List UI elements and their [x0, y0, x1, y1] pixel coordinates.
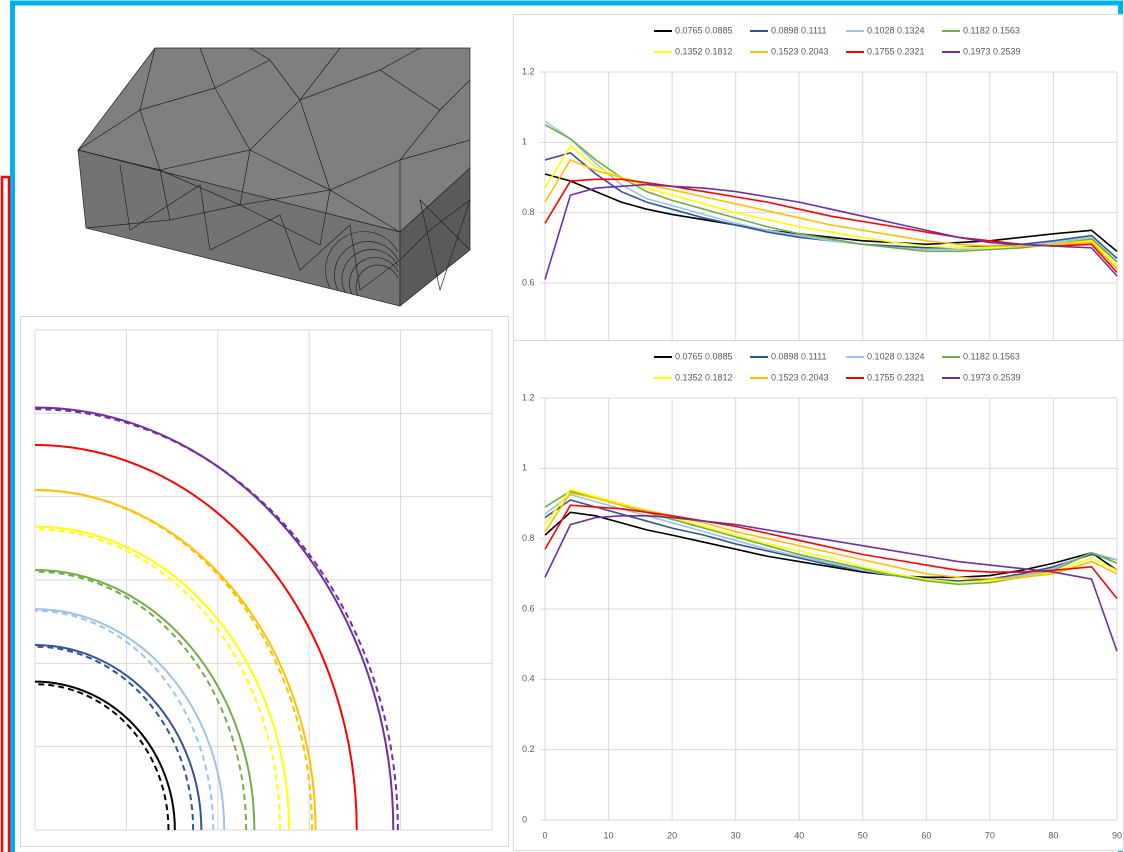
chart-panel: [21, 317, 509, 847]
y-tick-label: 0.6: [522, 277, 535, 287]
legend-label: 0.1973 0.2539: [963, 372, 1021, 382]
x-tick-label: 50: [858, 830, 868, 840]
chart-panel: [514, 15, 1124, 341]
legend-label: 0.1523 0.2043: [771, 372, 829, 382]
legend-label: 0.1028 0.1324: [867, 351, 925, 361]
legend-label: 0.1523 0.2043: [771, 46, 829, 56]
chart-panel: [514, 341, 1124, 851]
legend-label: 0.0765 0.0885: [675, 351, 733, 361]
x-tick-label: 10: [604, 830, 614, 840]
x-tick-label: 0: [542, 830, 547, 840]
x-tick-label: 20: [667, 830, 677, 840]
y-tick-label: 1.2: [522, 392, 535, 402]
y-tick-label: 1: [522, 137, 527, 147]
x-tick-label: 40: [794, 830, 804, 840]
legend-label: 0.0898 0.1111: [771, 351, 827, 361]
legend-label: 0.1352 0.1812: [675, 372, 733, 382]
legend-label: 0.1182 0.1563: [963, 351, 1020, 361]
y-tick-label: 1.2: [522, 66, 535, 76]
page: {"chart_data": [ {"type": "arc", "xlim":…: [0, 0, 1124, 852]
screenshot: 0.6 0.8 1 1.2 0.0765 0.0885 0.0898 0.1111 0.10…: [0, 0, 1124, 852]
y-tick-label: 0: [522, 814, 527, 824]
y-tick-label: 0.8: [522, 207, 535, 217]
x-tick-label: 80: [1048, 830, 1058, 840]
legend-label: 0.1973 0.2539: [963, 46, 1021, 56]
x-tick-label: 90: [1112, 830, 1122, 840]
y-tick-label: 0.2: [522, 744, 535, 754]
y-tick-label: 0.6: [522, 603, 535, 613]
x-tick-label: 60: [921, 830, 931, 840]
y-tick-label: 0.4: [522, 674, 535, 684]
x-tick-label: 70: [985, 830, 995, 840]
legend-label: 0.1755 0.2321: [867, 46, 925, 56]
legend-label: 0.0898 0.1111: [771, 25, 827, 35]
side-bar: [2, 177, 9, 852]
legend-label: 0.1182 0.1563: [963, 25, 1020, 35]
y-tick-label: 0.8: [522, 533, 535, 543]
x-tick-label: 30: [731, 830, 741, 840]
legend-label: 0.0765 0.0885: [675, 25, 733, 35]
y-tick-label: 1: [522, 463, 527, 473]
legend-label: 0.1028 0.1324: [867, 25, 925, 35]
legend-label: 0.1755 0.2321: [867, 372, 925, 382]
legend-label: 0.1352 0.1812: [675, 46, 733, 56]
